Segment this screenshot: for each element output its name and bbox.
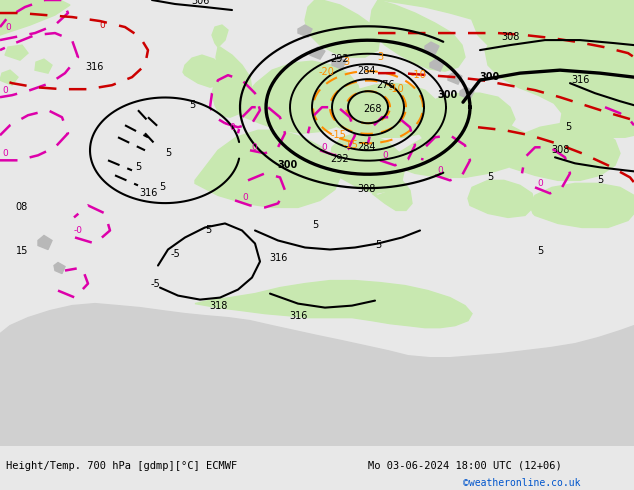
Polygon shape	[330, 133, 405, 194]
Polygon shape	[555, 0, 634, 35]
Text: 5: 5	[205, 225, 211, 236]
Text: 08: 08	[16, 202, 28, 213]
Text: -15: -15	[330, 130, 346, 140]
Text: 5: 5	[487, 172, 493, 182]
Polygon shape	[415, 93, 515, 140]
Text: -15: -15	[342, 140, 358, 150]
Text: 0: 0	[321, 143, 327, 152]
Text: 308: 308	[357, 184, 375, 195]
Text: 5: 5	[565, 122, 571, 132]
Polygon shape	[370, 0, 465, 71]
Text: -5: -5	[150, 279, 160, 289]
Polygon shape	[38, 236, 52, 249]
Text: 0: 0	[5, 23, 11, 31]
Text: 0: 0	[2, 86, 8, 95]
Text: 300: 300	[480, 72, 500, 82]
Text: 5: 5	[312, 220, 318, 230]
Text: 5: 5	[375, 241, 381, 250]
Text: ©weatheronline.co.uk: ©weatheronline.co.uk	[463, 478, 580, 488]
Polygon shape	[485, 17, 634, 137]
Polygon shape	[195, 281, 472, 328]
Text: 276: 276	[377, 80, 396, 90]
Text: 0: 0	[251, 143, 257, 152]
Polygon shape	[468, 180, 535, 218]
Text: 300: 300	[278, 160, 298, 171]
Polygon shape	[460, 87, 474, 99]
Polygon shape	[298, 25, 312, 37]
Text: -20: -20	[318, 67, 334, 77]
Text: Height/Temp. 700 hPa [gdmp][°C] ECMWF: Height/Temp. 700 hPa [gdmp][°C] ECMWF	[6, 461, 238, 471]
Polygon shape	[392, 120, 530, 177]
Text: 0: 0	[537, 179, 543, 188]
Text: 5: 5	[135, 162, 141, 172]
Polygon shape	[0, 304, 634, 446]
Polygon shape	[332, 57, 346, 69]
Polygon shape	[310, 0, 365, 47]
Text: 284: 284	[357, 66, 375, 76]
Polygon shape	[335, 83, 440, 137]
Text: 5: 5	[597, 175, 603, 185]
Text: 5: 5	[165, 148, 171, 158]
Text: 0: 0	[2, 149, 8, 158]
Text: 316: 316	[139, 188, 157, 198]
Text: 3: 3	[343, 57, 349, 67]
Text: 316: 316	[269, 252, 287, 263]
Text: -10: -10	[410, 70, 426, 80]
Text: 268: 268	[364, 104, 382, 114]
Text: 3: 3	[377, 52, 383, 62]
Polygon shape	[305, 0, 380, 57]
Text: 5: 5	[189, 100, 195, 110]
Text: 306: 306	[191, 0, 209, 18]
Polygon shape	[508, 123, 620, 180]
Polygon shape	[195, 130, 340, 207]
Text: 0: 0	[99, 21, 105, 29]
Polygon shape	[430, 59, 444, 71]
Text: 284: 284	[357, 142, 375, 152]
Polygon shape	[238, 61, 362, 133]
Text: 0: 0	[242, 193, 248, 202]
Text: 15: 15	[16, 245, 28, 255]
Polygon shape	[0, 0, 70, 35]
Text: 5: 5	[159, 182, 165, 193]
Text: -5: -5	[170, 248, 180, 259]
Text: 292: 292	[331, 54, 349, 64]
Polygon shape	[425, 42, 439, 54]
Text: 0: 0	[437, 166, 443, 175]
Text: 5: 5	[537, 245, 543, 255]
Polygon shape	[366, 23, 385, 43]
Text: 316: 316	[289, 311, 307, 320]
Polygon shape	[380, 0, 634, 43]
Polygon shape	[448, 72, 462, 84]
Polygon shape	[5, 45, 28, 60]
Text: -0: -0	[74, 226, 82, 235]
Polygon shape	[372, 180, 412, 210]
Text: 292: 292	[331, 154, 349, 164]
Polygon shape	[0, 0, 45, 30]
Text: 316: 316	[571, 75, 589, 85]
Polygon shape	[0, 70, 18, 85]
Text: Mo 03-06-2024 18:00 UTC (12+06): Mo 03-06-2024 18:00 UTC (12+06)	[368, 461, 562, 471]
Polygon shape	[310, 47, 325, 59]
Text: 308: 308	[501, 32, 519, 42]
Polygon shape	[212, 47, 252, 117]
Text: 316: 316	[86, 62, 104, 72]
Polygon shape	[183, 55, 225, 87]
Text: 308: 308	[551, 146, 569, 155]
Text: -10: -10	[388, 84, 404, 94]
Text: 318: 318	[209, 301, 227, 311]
Text: 0: 0	[382, 151, 388, 160]
Polygon shape	[530, 183, 634, 227]
Polygon shape	[35, 59, 52, 73]
Polygon shape	[130, 408, 165, 424]
Text: 0: 0	[229, 123, 235, 132]
Polygon shape	[472, 0, 558, 63]
Polygon shape	[212, 25, 228, 47]
Text: 300: 300	[438, 90, 458, 100]
Polygon shape	[54, 263, 65, 273]
